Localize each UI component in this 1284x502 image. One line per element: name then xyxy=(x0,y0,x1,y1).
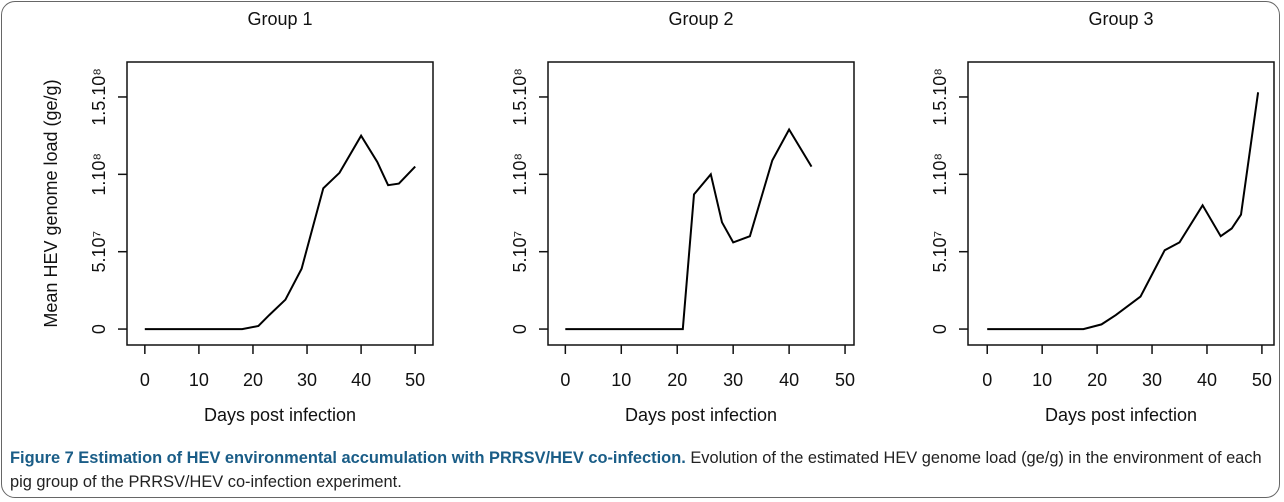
plot-box xyxy=(547,61,855,346)
x-tick-label: 20 xyxy=(243,370,263,390)
data-line xyxy=(987,92,1260,331)
figure: Group 1 Days post infection Mean HEV genom… xyxy=(41,9,1275,425)
data-line xyxy=(144,133,416,331)
y-tick-label: 5.10⁷ xyxy=(89,231,109,273)
y-tick-label: 0 xyxy=(510,324,530,334)
chart-title: Group 3 xyxy=(1088,9,1153,29)
x-tick-label: 40 xyxy=(351,370,371,390)
x-tick-label: 40 xyxy=(1197,370,1217,390)
y-axis-label: Mean HEV genome load (ge/g) xyxy=(41,79,61,327)
y-tick-label: 1.10⁸ xyxy=(930,153,950,196)
x-tick-label: 10 xyxy=(189,370,209,390)
y-tick-label: 1.5.10⁸ xyxy=(89,68,109,126)
y-tick-label: 1.5.10⁸ xyxy=(930,68,950,126)
x-tick-label: 10 xyxy=(611,370,631,390)
plot-box xyxy=(967,61,1275,346)
x-tick-label: 50 xyxy=(835,370,855,390)
x-tick-label: 10 xyxy=(1032,370,1052,390)
y-tick-label: 1.5.10⁸ xyxy=(510,68,530,126)
y-tick-label: 1.10⁸ xyxy=(510,153,530,196)
x-tick-label: 0 xyxy=(982,370,992,390)
x-tick-label: 50 xyxy=(405,370,425,390)
y-tick-label: 5.10⁷ xyxy=(510,231,530,273)
caption: Figure 7 Estimation of HEV environmental… xyxy=(10,446,1282,494)
caption-title: Figure 7 Estimation of HEV environmental… xyxy=(10,449,686,467)
x-tick-label: 50 xyxy=(1252,370,1272,390)
x-tick-label: 30 xyxy=(1142,370,1162,390)
x-tick-label: 20 xyxy=(1087,370,1107,390)
chart-title: Group 1 xyxy=(247,9,312,29)
x-axis-label: Days post infection xyxy=(625,405,777,425)
data-line xyxy=(565,127,813,331)
x-tick-label: 0 xyxy=(140,370,150,390)
x-axis-label: Days post infection xyxy=(204,405,356,425)
x-axis-label: Days post infection xyxy=(1045,405,1197,425)
x-tick-label: 40 xyxy=(779,370,799,390)
x-tick-label: 0 xyxy=(560,370,570,390)
y-tick-label: 0 xyxy=(930,324,950,334)
x-tick-label: 20 xyxy=(667,370,687,390)
y-tick-label: 0 xyxy=(89,324,109,334)
x-tick-label: 30 xyxy=(723,370,743,390)
plot-box xyxy=(126,61,434,346)
y-tick-label: 5.10⁷ xyxy=(930,231,950,273)
caption-text: Evolution of the estimated HEV genome lo… xyxy=(10,449,1262,491)
x-tick-label: 30 xyxy=(297,370,317,390)
y-tick-label: 1.10⁸ xyxy=(89,153,109,196)
chart-title: Group 2 xyxy=(668,9,733,29)
